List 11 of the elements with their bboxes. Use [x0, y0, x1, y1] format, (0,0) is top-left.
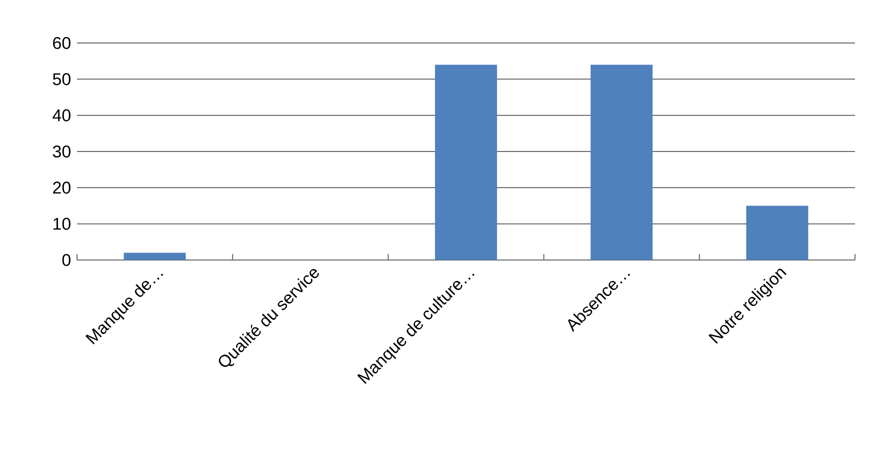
- y-tick-label: 40: [52, 109, 70, 122]
- y-tick-label: 30: [52, 145, 70, 158]
- bar: [746, 206, 808, 260]
- y-tick-label: 20: [53, 182, 70, 194]
- y-tick-label: 50: [52, 73, 70, 86]
- bar: [124, 252, 186, 260]
- bar: [435, 64, 498, 260]
- y-tick-label: 10: [54, 218, 70, 230]
- y-tick-label: 60: [53, 36, 70, 50]
- bar: [590, 64, 653, 260]
- y-tick-label: 0: [62, 254, 70, 266]
